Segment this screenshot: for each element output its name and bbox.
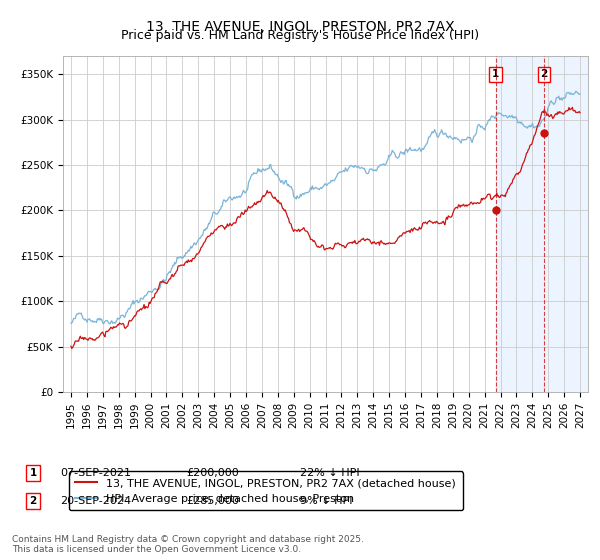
Text: 07-SEP-2021: 07-SEP-2021 <box>60 468 131 478</box>
Text: 1: 1 <box>492 69 499 80</box>
Text: 20-SEP-2024: 20-SEP-2024 <box>60 496 131 506</box>
Text: Contains HM Land Registry data © Crown copyright and database right 2025.
This d: Contains HM Land Registry data © Crown c… <box>12 535 364 554</box>
Text: Price paid vs. HM Land Registry's House Price Index (HPI): Price paid vs. HM Land Registry's House … <box>121 29 479 42</box>
Text: 22% ↓ HPI: 22% ↓ HPI <box>300 468 359 478</box>
Text: 2: 2 <box>541 69 548 80</box>
Bar <box>496 56 588 392</box>
Legend: 13, THE AVENUE, INGOL, PRESTON, PR2 7AX (detached house), HPI: Average price, de: 13, THE AVENUE, INGOL, PRESTON, PR2 7AX … <box>68 472 463 510</box>
Text: 13, THE AVENUE, INGOL, PRESTON, PR2 7AX: 13, THE AVENUE, INGOL, PRESTON, PR2 7AX <box>146 20 454 34</box>
Text: £285,000: £285,000 <box>186 496 239 506</box>
Text: 1: 1 <box>29 468 37 478</box>
Text: £200,000: £200,000 <box>186 468 239 478</box>
Text: 9% ↓ HPI: 9% ↓ HPI <box>300 496 353 506</box>
Text: 2: 2 <box>29 496 37 506</box>
